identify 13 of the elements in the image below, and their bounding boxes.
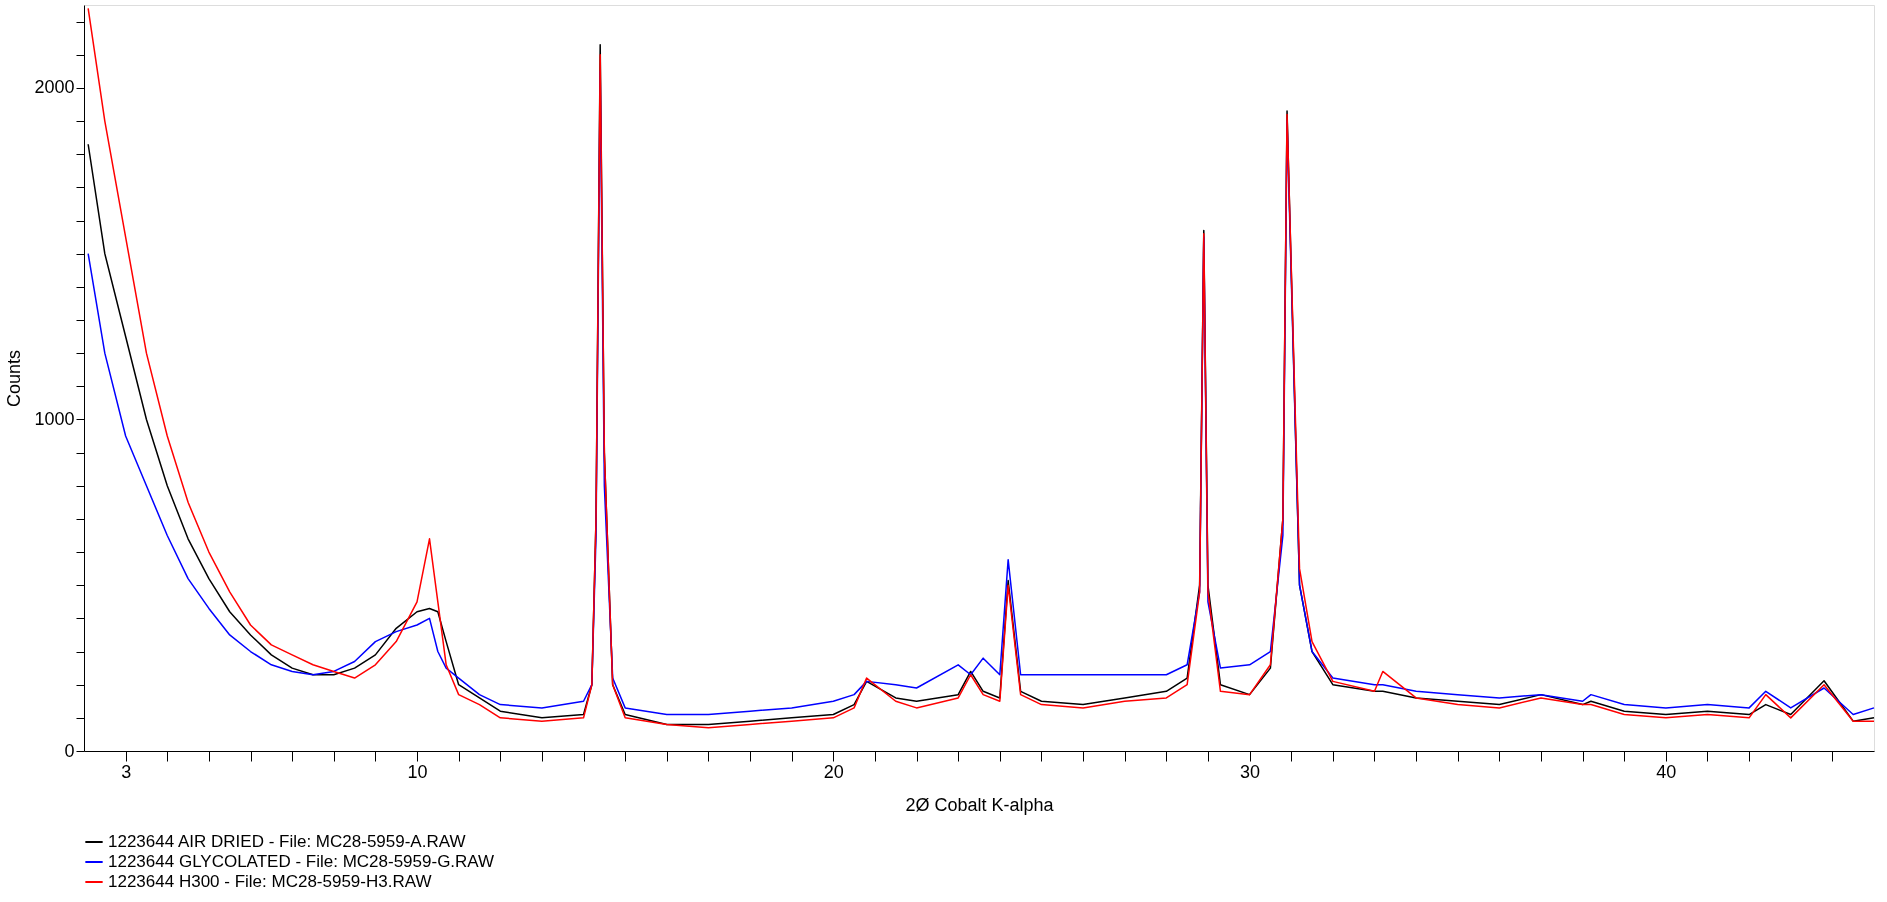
x-tick-label: 40: [1656, 761, 1677, 782]
x-tick-label: 30: [1240, 761, 1261, 782]
y-tick-label: 1000: [34, 408, 75, 429]
x-axis-title: 2Ø Cobalt K-alpha: [905, 794, 1055, 815]
x-tick-label: 10: [407, 761, 428, 782]
legend-label: 1223644 AIR DRIED - File: MC28-5959-A.RAW: [108, 832, 466, 851]
y-tick-label: 2000: [34, 77, 75, 98]
x-tick-label: 20: [823, 761, 844, 782]
legend-label: 1223644 GLYCOLATED - File: MC28-5959-G.RAW: [108, 852, 495, 871]
legend-label: 1223644 H300 - File: MC28-5959-H3.RAW: [108, 872, 432, 891]
y-axis-title: Counts: [4, 349, 25, 408]
x-tick-label: 3: [121, 761, 132, 782]
y-tick-label: 0: [64, 740, 75, 761]
